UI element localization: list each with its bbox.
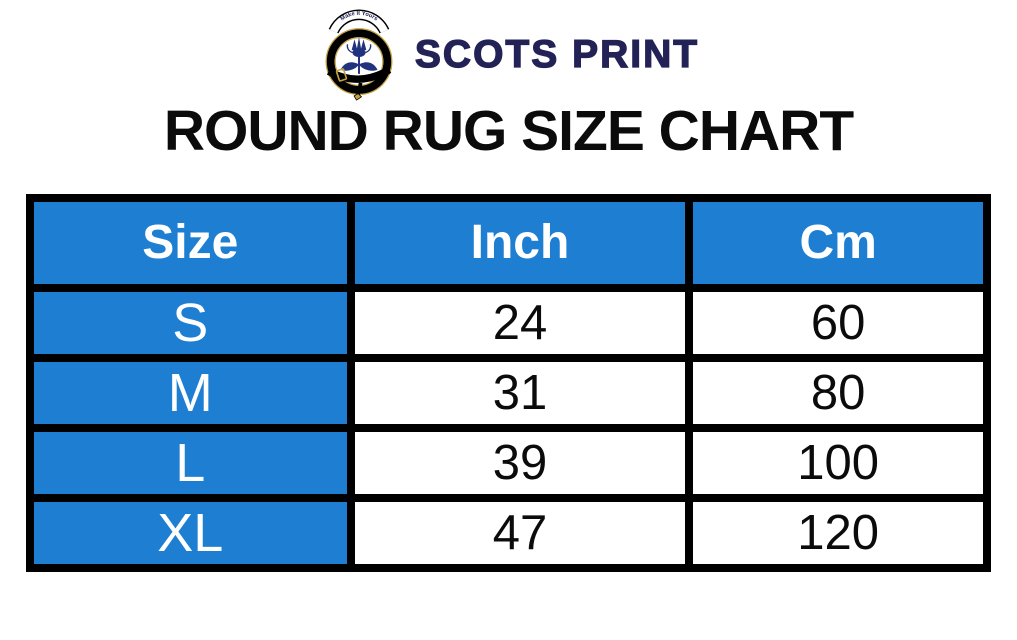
page-title: ROUND RUG SIZE CHART bbox=[163, 99, 854, 163]
table-row: XL 47 120 bbox=[26, 493, 991, 572]
brand-name: SCOTS PRINT bbox=[414, 32, 700, 76]
inch-value: 47 bbox=[346, 493, 694, 572]
brand-logo: Make It Yours bbox=[325, 9, 393, 101]
header-row: Size Inch Cm bbox=[26, 193, 991, 292]
svg-text:Make It Yours: Make It Yours bbox=[339, 11, 378, 23]
table-row: L 39 100 bbox=[26, 423, 991, 502]
crest-banner: Make It Yours bbox=[328, 9, 390, 34]
table-row: S 24 60 bbox=[26, 283, 991, 362]
thistle-icon bbox=[340, 36, 378, 74]
table-row: M 31 80 bbox=[26, 353, 991, 432]
col-header-cm: Cm bbox=[685, 193, 991, 292]
belt-icon bbox=[326, 66, 392, 101]
cm-value: 100 bbox=[685, 423, 991, 502]
col-header-inch: Inch bbox=[346, 193, 694, 292]
inch-value: 31 bbox=[346, 353, 694, 432]
inch-value: 39 bbox=[346, 423, 694, 502]
size-chart-table: Size Inch Cm S 24 60 M 31 80 L 39 100 XL… bbox=[26, 193, 991, 572]
cm-value: 60 bbox=[685, 283, 991, 362]
col-header-size: Size bbox=[26, 193, 355, 292]
size-label: L bbox=[26, 423, 355, 502]
size-label: M bbox=[26, 353, 355, 432]
size-label: S bbox=[26, 283, 355, 362]
brand-header: Make It Yours SCOTS PRINT bbox=[0, 0, 1017, 101]
size-label: XL bbox=[26, 493, 355, 572]
cm-value: 80 bbox=[685, 353, 991, 432]
cm-value: 120 bbox=[685, 493, 991, 572]
inch-value: 24 bbox=[346, 283, 694, 362]
banner-text: Make It Yours bbox=[339, 11, 378, 23]
